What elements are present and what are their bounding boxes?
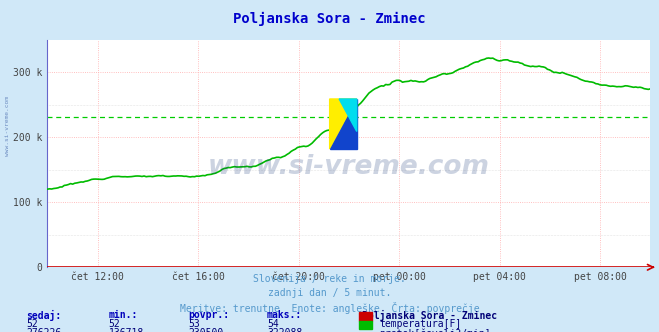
Text: Poljanska Sora - Zminec: Poljanska Sora - Zminec: [233, 12, 426, 26]
Text: 54: 54: [267, 319, 279, 329]
Text: Slovenija / reke in morje.: Slovenija / reke in morje.: [253, 274, 406, 284]
Text: maks.:: maks.:: [267, 310, 302, 320]
Text: 53: 53: [188, 319, 200, 329]
Text: povpr.:: povpr.:: [188, 310, 229, 320]
Text: 230500: 230500: [188, 328, 223, 332]
Polygon shape: [330, 99, 357, 149]
Text: www.si-vreme.com: www.si-vreme.com: [5, 96, 11, 156]
Text: min.:: min.:: [109, 310, 138, 320]
Text: 52: 52: [109, 319, 121, 329]
Text: zadnji dan / 5 minut.: zadnji dan / 5 minut.: [268, 288, 391, 298]
Text: Poljanska Sora - Zminec: Poljanska Sora - Zminec: [362, 310, 498, 321]
Text: temperatura[F]: temperatura[F]: [379, 319, 461, 329]
Polygon shape: [330, 99, 357, 149]
Text: 136718: 136718: [109, 328, 144, 332]
Text: 276226: 276226: [26, 328, 61, 332]
Text: 322088: 322088: [267, 328, 302, 332]
Text: www.si-vreme.com: www.si-vreme.com: [208, 154, 490, 180]
Text: Meritve: trenutne  Enote: angleške  Črta: povprečje: Meritve: trenutne Enote: angleške Črta: …: [180, 302, 479, 314]
Text: sedaj:: sedaj:: [26, 310, 61, 321]
Text: 52: 52: [26, 319, 38, 329]
Text: pretok[čevelj3/min]: pretok[čevelj3/min]: [379, 328, 490, 332]
Polygon shape: [339, 99, 357, 131]
